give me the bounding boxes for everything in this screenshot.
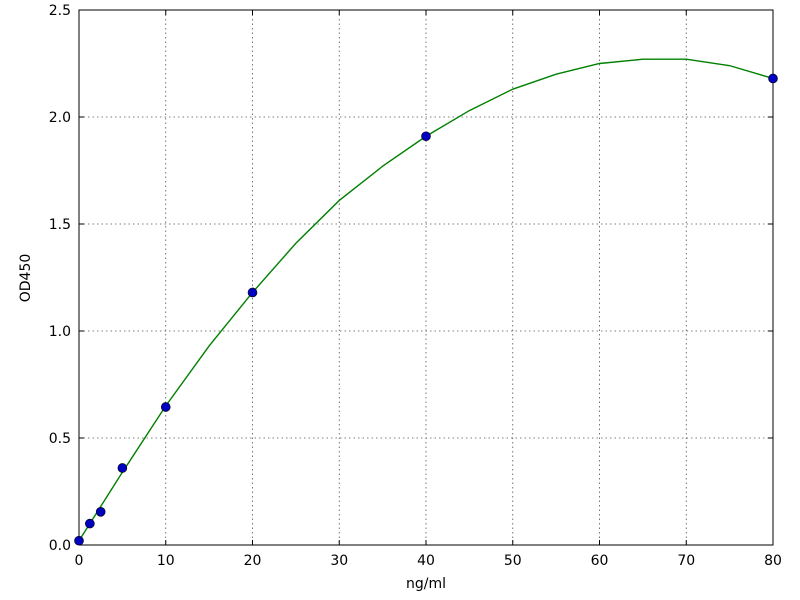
data-point (95, 507, 106, 517)
x-tick-label: 0 (75, 553, 84, 569)
y-tick-label: 1.5 (49, 217, 71, 233)
x-tick-label: 60 (591, 553, 609, 569)
y-tick-label: 0.5 (49, 431, 71, 447)
y-tick-label: 0.0 (49, 538, 71, 554)
data-point (421, 131, 431, 142)
y-axis-label: OD450 (18, 254, 34, 303)
data-point (74, 535, 84, 546)
x-tick-label: 30 (330, 553, 348, 569)
data-point (768, 73, 778, 84)
x-tick-label: 50 (504, 553, 522, 569)
x-tick-label: 10 (157, 553, 175, 569)
x-tick-label: 80 (764, 553, 782, 569)
y-tick-label: 2.5 (49, 3, 71, 19)
data-point (85, 518, 95, 529)
x-tick-label: 20 (244, 553, 262, 569)
data-point (117, 463, 128, 473)
x-axis-label: ng/ml (406, 576, 446, 592)
data-point (247, 287, 258, 298)
plot-frame (78, 9, 774, 546)
y-tick-label: 2.0 (49, 110, 71, 126)
fit-curve (78, 58, 774, 542)
y-tick-label: 1.0 (49, 324, 71, 340)
data-point (160, 402, 171, 412)
x-tick-label: 70 (677, 553, 695, 569)
x-tick-label: 40 (417, 553, 435, 569)
